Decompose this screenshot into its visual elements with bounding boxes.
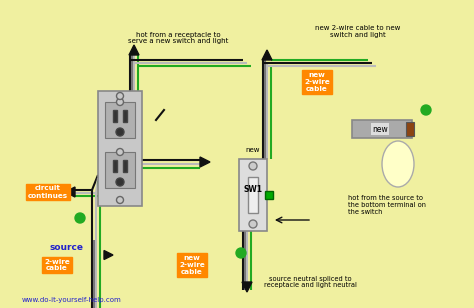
Bar [248, 177, 258, 213]
Bar [98, 91, 142, 206]
Text: source neutral spliced to
receptacle and light neutral: source neutral spliced to receptacle and… [264, 275, 356, 289]
Bar [352, 120, 412, 138]
Text: new 2-wire cable to new
switch and light: new 2-wire cable to new switch and light [315, 26, 401, 38]
Bar [239, 159, 267, 231]
Bar [113, 160, 117, 172]
Polygon shape [129, 45, 139, 55]
Bar [406, 122, 414, 136]
Text: circuit
continues: circuit continues [28, 185, 68, 198]
Bar [265, 191, 273, 199]
Polygon shape [242, 282, 252, 292]
Polygon shape [200, 157, 210, 167]
Text: SW1: SW1 [244, 185, 263, 194]
Circle shape [249, 162, 257, 170]
Bar [105, 152, 135, 188]
Circle shape [75, 213, 85, 223]
Circle shape [116, 178, 124, 186]
Bar [105, 102, 135, 138]
Circle shape [117, 197, 124, 204]
Text: new
2-wire
cable: new 2-wire cable [179, 255, 205, 275]
Text: 2-wire
cable: 2-wire cable [44, 258, 70, 271]
Text: new: new [246, 147, 260, 153]
Circle shape [117, 99, 124, 106]
Polygon shape [65, 187, 75, 197]
Text: www.do-it-yourself-help.com: www.do-it-yourself-help.com [22, 297, 122, 303]
Ellipse shape [382, 141, 414, 187]
Circle shape [421, 105, 431, 115]
Polygon shape [262, 50, 272, 60]
Circle shape [116, 128, 124, 136]
Text: source: source [50, 244, 84, 253]
Bar [123, 110, 127, 122]
Text: hot from the source to
the bottom terminal on
the switch: hot from the source to the bottom termin… [348, 195, 426, 215]
Text: new: new [372, 124, 388, 133]
Circle shape [236, 248, 246, 258]
Circle shape [117, 92, 124, 99]
Bar [113, 110, 117, 122]
Circle shape [249, 220, 257, 228]
Circle shape [117, 148, 124, 156]
Polygon shape [104, 250, 113, 260]
Bar [123, 160, 127, 172]
Text: new
2-wire
cable: new 2-wire cable [304, 72, 330, 92]
Text: hot from a receptacle to
serve a new switch and light: hot from a receptacle to serve a new swi… [128, 31, 228, 44]
